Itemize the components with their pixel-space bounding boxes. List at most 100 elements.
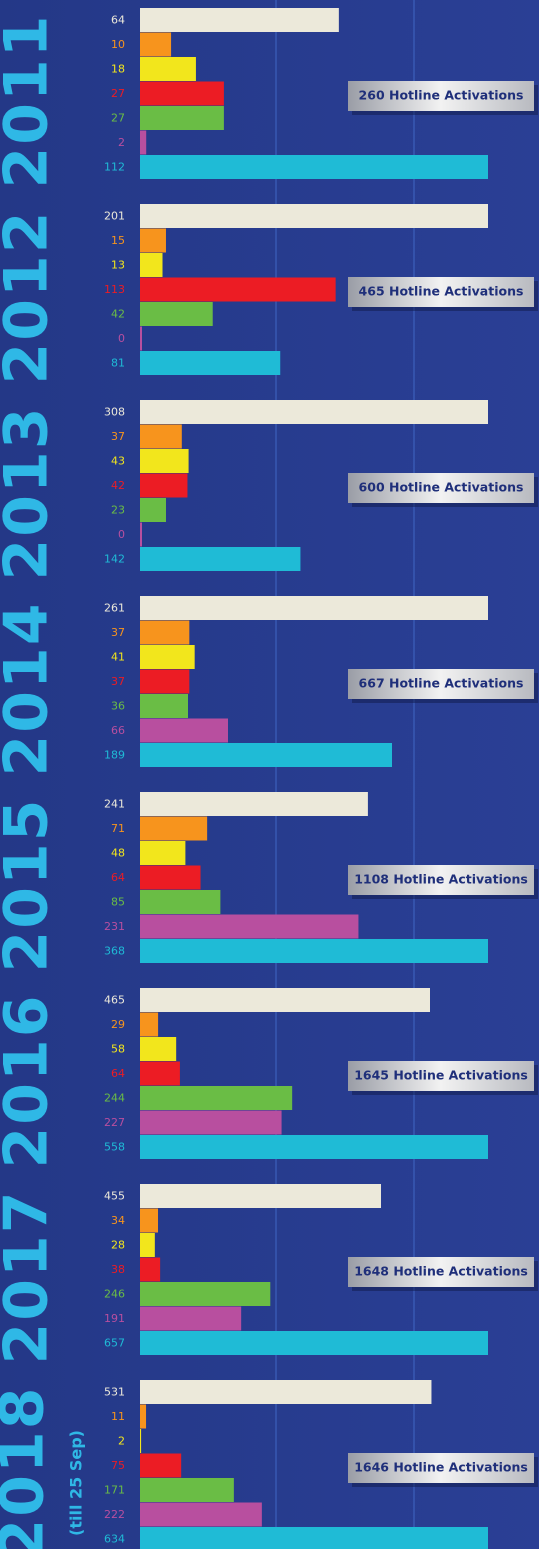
value-label: 66 [111,724,125,737]
value-label: 0 [118,528,125,541]
value-label: 75 [111,1459,125,1472]
bar [140,743,392,767]
value-label: 231 [104,920,125,933]
value-label: 113 [104,283,125,296]
bar [140,449,189,473]
bar [140,228,166,253]
value-label: 64 [111,871,125,884]
value-label: 222 [104,1508,125,1521]
value-label: 227 [104,1116,125,1129]
bar [140,473,188,498]
bar [140,792,368,816]
bar [140,1306,242,1331]
value-label: 43 [111,454,125,467]
value-label: 634 [104,1532,125,1545]
value-label: 37 [111,430,125,443]
bar [140,277,336,302]
value-label: 37 [111,675,125,688]
year-subtitle: (till 25 Sep) [67,1430,86,1536]
value-label: 657 [104,1336,125,1349]
annotation-box [348,669,534,699]
annotation: 1108 Hotline Activations [354,872,528,887]
bar [140,1478,234,1502]
bar [140,1527,488,1549]
value-label: 15 [111,234,125,247]
value-label: 171 [104,1483,125,1496]
annotation: 465 Hotline Activations [359,284,524,299]
bar [140,1331,488,1355]
bar [140,81,224,106]
value-label: 27 [111,111,125,124]
year-label: 2012 [0,210,62,385]
value-label: 64 [111,13,125,26]
year-label: 2017 [0,1190,62,1365]
bar [140,694,188,718]
bar [140,1135,488,1159]
bar [140,1233,155,1257]
bar [140,302,213,326]
value-label: 27 [111,87,125,100]
year-label: 2015 [0,798,62,973]
annotation: 260 Hotline Activations [359,88,524,103]
value-label: 308 [104,405,125,418]
value-label: 64 [111,1067,125,1080]
bar [140,914,359,939]
bar [140,1453,182,1478]
value-label: 71 [111,822,125,835]
bar [140,57,196,81]
value-label: 10 [111,38,125,51]
value-label: 28 [111,1238,125,1251]
year-label: 2016 [0,994,62,1169]
value-label: 558 [104,1140,125,1153]
value-label: 191 [104,1312,125,1325]
value-label: 246 [104,1287,125,1300]
value-label: 112 [104,160,125,173]
annotation: 1645 Hotline Activations [354,1068,528,1083]
value-label: 34 [111,1214,125,1227]
annotation-box [348,277,534,307]
value-label: 455 [104,1189,125,1202]
value-label: 201 [104,209,125,222]
bar [140,1012,159,1037]
bar [140,547,301,571]
bar [140,130,147,155]
bar [140,32,172,57]
value-label: 142 [104,552,125,565]
value-label: 23 [111,503,125,516]
value-label: 42 [111,479,125,492]
bar [140,816,208,841]
year-label: 2018 [0,1386,58,1549]
bar [140,1208,159,1233]
bar [140,8,339,32]
bar [140,596,488,620]
value-label: 37 [111,626,125,639]
value-label: 531 [104,1385,125,1398]
value-label: 241 [104,797,125,810]
bar [140,1184,382,1208]
bar [140,1404,147,1429]
value-label: 42 [111,307,125,320]
value-label: 261 [104,601,125,614]
bar [140,106,224,130]
bar [140,1257,161,1282]
bar [140,865,201,890]
bar [140,253,163,277]
bar [140,1429,142,1453]
bar [140,939,488,963]
bar [140,1282,271,1306]
annotation-box [348,865,534,895]
value-label: 41 [111,650,125,663]
bar [140,155,488,179]
year-label: 2014 [0,602,62,777]
value-label: 0 [118,332,125,345]
annotation-box [348,1257,534,1287]
value-label: 189 [104,748,125,761]
bar [140,498,166,522]
annotation: 1648 Hotline Activations [354,1264,528,1279]
bar [140,424,182,449]
bar [140,1061,180,1086]
bar [140,620,190,645]
value-label: 2 [118,1434,125,1447]
